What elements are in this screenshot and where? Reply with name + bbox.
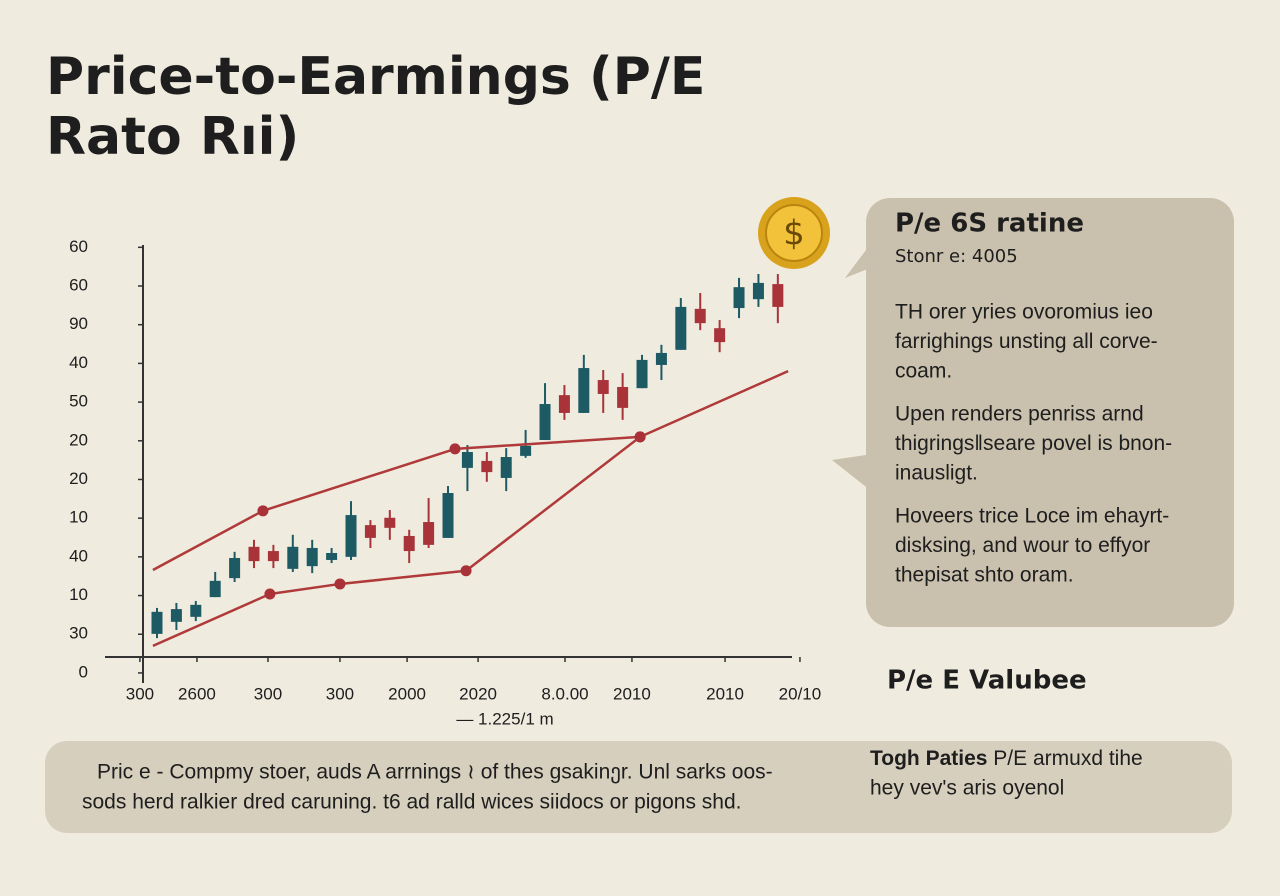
candle-body <box>714 328 726 343</box>
footer-text: Pric e - Compmy stoer, auds A arrnings ≀… <box>97 761 773 784</box>
callout-paragraphs: TH orer yries ovoromius ieo farrighings u… <box>895 301 1172 587</box>
candle-body <box>170 609 182 622</box>
x-tick-label: 2010 <box>706 684 744 703</box>
candle-body <box>345 515 357 557</box>
candle-body <box>617 387 629 408</box>
candle-body <box>151 611 163 634</box>
x-tick-label: 20/10 <box>779 684 822 703</box>
y-tick-label: 90 <box>69 314 88 333</box>
y-tick-label: 60 <box>69 275 88 294</box>
x-tick-label: 2000 <box>388 684 426 703</box>
candle-body <box>539 404 551 441</box>
x-tick-label: 300 <box>126 684 154 703</box>
trend-point <box>634 431 646 443</box>
candle-body <box>190 604 202 617</box>
candle-body <box>364 525 376 538</box>
footer-text: sods herd ralkier dred caruning. t6 ad r… <box>82 791 742 814</box>
y-tick-label: 40 <box>69 353 88 372</box>
candle-body <box>694 308 706 324</box>
candle-body <box>248 546 260 562</box>
callout-line: inausligt. <box>895 462 978 485</box>
x-tick-label: 2010 <box>613 684 651 703</box>
y-tick-label: 60 <box>69 237 88 256</box>
candle-body <box>267 551 279 562</box>
trend-point <box>264 588 276 600</box>
candle-body <box>229 558 241 579</box>
candle-body <box>403 535 415 552</box>
x-tick-label: 300 <box>326 684 354 703</box>
y-tick-label: 30 <box>69 624 88 643</box>
footer-right: Togh Paties P/E armuxd tihe <box>870 747 1143 770</box>
candle-body <box>597 380 609 394</box>
y-tick-label: 0 <box>79 662 88 681</box>
callout-line: Upen renders penriss arnd <box>895 403 1144 426</box>
candle-body <box>423 522 435 545</box>
trend-point <box>257 505 269 517</box>
callout-line: thepisat shto oram. <box>895 564 1074 587</box>
x-tick-label: 2020 <box>459 684 497 703</box>
value-heading: P/e E Valubee <box>887 666 1087 696</box>
callout-line: disksing, and wour to effyor <box>895 534 1150 557</box>
candle-body <box>287 546 299 569</box>
trend-point <box>334 578 346 590</box>
callout-box <box>866 198 1234 627</box>
coin-face <box>765 204 823 262</box>
x-tick-label: 8.0.00 <box>541 684 588 703</box>
candle-body <box>752 282 764 300</box>
y-tick-label: 20 <box>69 430 88 449</box>
y-tick-label: 20 <box>69 469 88 488</box>
title-line: Price-to-Earmings (P/E <box>46 47 705 107</box>
y-tick-label: 40 <box>69 546 88 565</box>
footer-right-text: P/E armuxd tihe <box>987 747 1142 770</box>
candle-body <box>500 457 512 478</box>
callout-subheading: Stonr e: 4005 <box>895 246 1018 267</box>
candle-body <box>558 395 570 413</box>
callout-line: thigrings‖seare povel is bnon- <box>895 432 1172 455</box>
callout-line: coam. <box>895 360 952 383</box>
candle-body <box>442 493 454 538</box>
callout-heading: P/e 6S ratine <box>895 209 1084 239</box>
callout-line: Hoveers trice Loce im ehayrt- <box>895 505 1169 528</box>
footer-bold: Togh Paties <box>870 747 987 770</box>
x-tick-label: 300 <box>254 684 282 703</box>
callout-line: farrighings unsting all corve- <box>895 330 1158 353</box>
candle-body <box>733 287 745 309</box>
candle-body <box>578 368 590 413</box>
candle-body <box>655 352 667 365</box>
candle-body <box>520 445 532 456</box>
candle-body <box>481 460 493 473</box>
y-tick-label: 10 <box>69 508 88 527</box>
candle-body <box>384 517 396 528</box>
candle-body <box>306 547 318 567</box>
y-tick-label: 10 <box>69 585 88 604</box>
candle-body <box>675 306 687 350</box>
callout-line: TH orer yries ovoromius ieo <box>895 301 1153 324</box>
trend-point <box>449 443 461 455</box>
candle-body <box>326 552 338 560</box>
x-tick-label: 2600 <box>178 684 216 703</box>
candle-body <box>636 359 648 389</box>
candle-body <box>209 580 221 598</box>
footer-right-text: hey vev's aris oyenol <box>870 777 1064 800</box>
candle-body <box>772 284 784 307</box>
footer-banner <box>45 741 1232 833</box>
y-tick-label: 50 <box>69 392 88 411</box>
coin-symbol: $ <box>783 214 805 254</box>
candle-body <box>461 452 473 468</box>
coin: $ <box>758 197 830 269</box>
x-axis-label: — 1.225/1 m <box>456 709 553 728</box>
trend-point <box>460 565 472 577</box>
title-line: Rato Rıi) <box>46 107 299 167</box>
